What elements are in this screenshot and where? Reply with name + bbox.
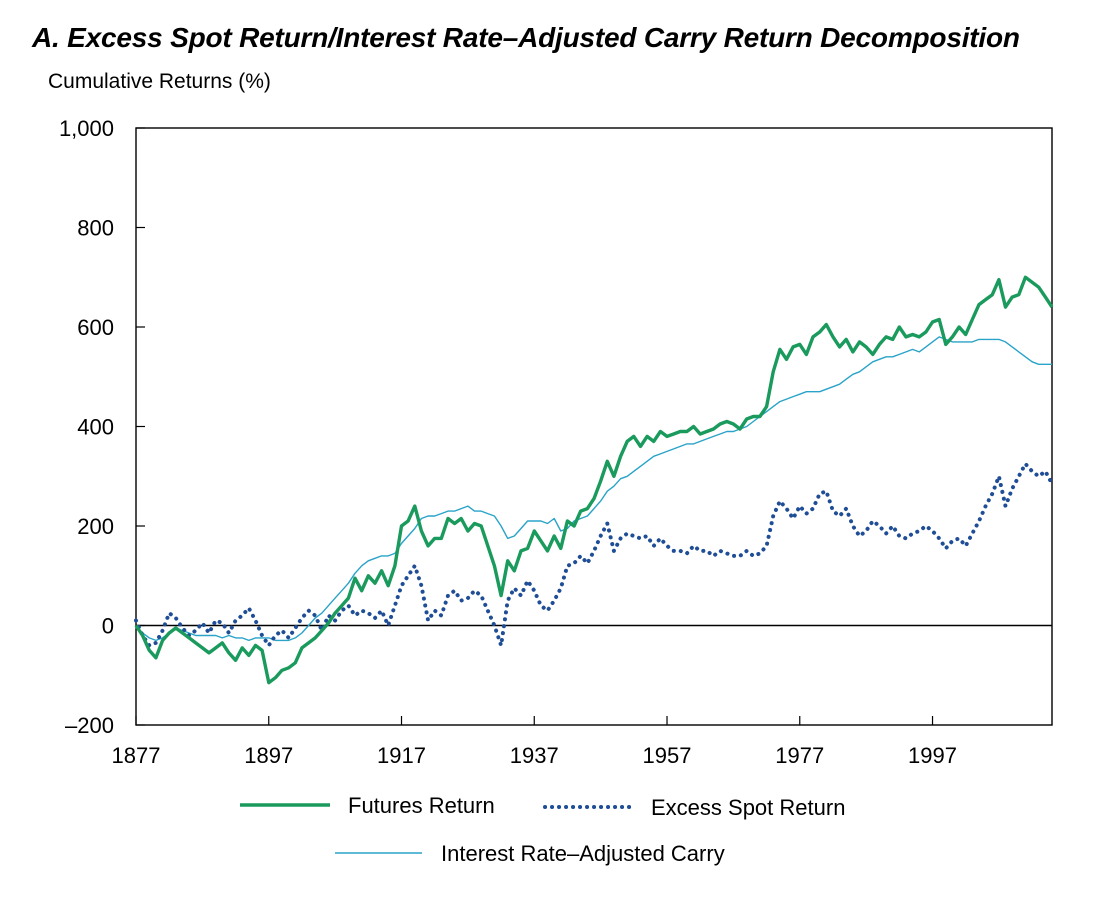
y-tick-label: 400 (77, 415, 114, 440)
x-tick-label: 1877 (112, 743, 161, 768)
x-tick-label: 1977 (775, 743, 824, 768)
plot-frame (135, 127, 1053, 726)
x-tick-label: 1937 (510, 743, 559, 768)
x-tick-label: 1997 (908, 743, 957, 768)
series-lines (134, 275, 1054, 685)
legend-label-excess-spot-return: Excess Spot Return (651, 795, 845, 820)
x-tick-label: 1897 (244, 743, 293, 768)
y-tick-label: 600 (77, 315, 114, 340)
series-line-interest-rate-adjusted-carry (135, 336, 1052, 642)
legend: Futures Return Excess Spot Return Interest… (240, 793, 845, 866)
y-axis-ticks: –200 0 200 400 600 800 1,000 (59, 116, 145, 738)
x-axis-ticks: 1877 1897 1917 1937 1957 1977 1997 (112, 716, 957, 768)
series-line-futures-return (134, 275, 1054, 685)
y-tick-label: 800 (77, 216, 114, 241)
legend-label-futures-return: Futures Return (348, 793, 495, 818)
x-tick-label: 1957 (643, 743, 692, 768)
y-tick-label: 1,000 (59, 116, 114, 141)
y-tick-label: 0 (102, 614, 114, 639)
chart-title: A. Excess Spot Return/Interest Rate–Adju… (32, 22, 1020, 53)
legend-label-interest-rate-adjusted-carry: Interest Rate–Adjusted Carry (441, 841, 725, 866)
series-line-excess-spot-return (134, 461, 1054, 648)
y-axis-label: Cumulative Returns (%) (48, 70, 271, 93)
y-tick-label: –200 (65, 713, 114, 738)
y-tick-label: 200 (77, 514, 114, 539)
x-tick-label: 1917 (377, 743, 426, 768)
plot-frame-group (135, 127, 1053, 726)
